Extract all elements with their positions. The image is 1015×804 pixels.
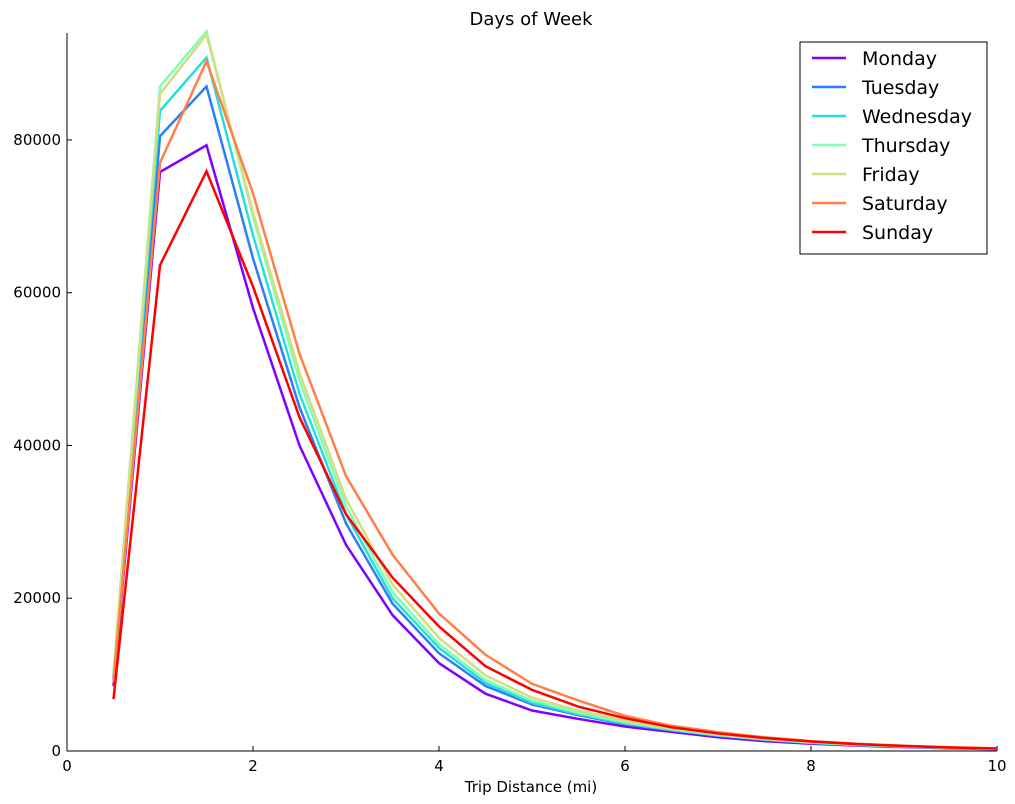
y-tick-label: 0 [51,742,61,760]
x-tick-label: 8 [806,757,816,775]
legend-label-monday: Monday [862,48,937,70]
legend-label-wednesday: Wednesday [862,106,972,128]
x-tick-label: 4 [434,757,444,775]
legend-box [799,41,988,255]
legend-label-saturday: Saturday [862,193,948,215]
series-line-sunday [112,168,998,750]
x-tick-label: 6 [620,757,630,775]
y-tick-label: 20000 [13,589,61,607]
legend-label-thursday: Thursday [861,135,950,157]
x-tick-label: 0 [62,757,72,775]
legend-label-friday: Friday [862,164,920,186]
y-tick-label: 40000 [13,436,61,454]
y-tick-label: 60000 [13,284,61,302]
x-tick-label: 2 [248,757,258,775]
x-tick-label: 10 [987,757,1006,775]
y-tick-label: 80000 [13,131,61,149]
legend-label-sunday: Sunday [862,222,933,244]
x-axis-label: Trip Distance (mi) [464,778,597,796]
series-lines [112,28,998,751]
chart-title: Days of Week [469,9,593,30]
legend-label-tuesday: Tuesday [861,77,939,99]
axes: 0 2 4 6 8 10 0 20000 40000 60000 80000 [13,33,1007,775]
legend: Monday Tuesday Wednesday Thursday Friday Satu… [799,41,988,255]
